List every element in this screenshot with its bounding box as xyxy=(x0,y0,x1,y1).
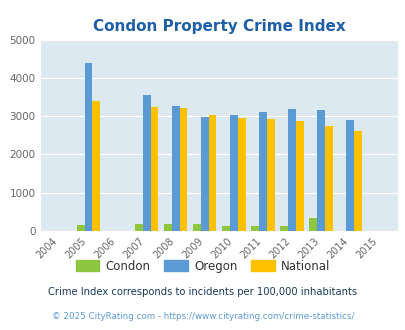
Bar xyxy=(308,218,316,231)
Bar xyxy=(222,226,229,231)
Bar xyxy=(192,224,200,231)
Bar xyxy=(345,120,353,231)
Text: © 2025 CityRating.com - https://www.cityrating.com/crime-statistics/: © 2025 CityRating.com - https://www.city… xyxy=(51,312,354,321)
Bar xyxy=(250,226,258,231)
Bar xyxy=(84,63,92,231)
Bar xyxy=(279,226,287,231)
Bar xyxy=(77,225,84,231)
Bar xyxy=(353,131,361,231)
Bar xyxy=(295,121,303,231)
Bar xyxy=(142,95,150,231)
Bar xyxy=(229,115,237,231)
Bar xyxy=(92,101,100,231)
Bar xyxy=(324,126,332,231)
Bar xyxy=(179,108,187,231)
Title: Condon Property Crime Index: Condon Property Crime Index xyxy=(93,19,345,34)
Bar xyxy=(171,106,179,231)
Bar xyxy=(208,115,216,231)
Bar xyxy=(164,224,171,231)
Bar xyxy=(237,118,245,231)
Bar xyxy=(287,109,295,231)
Text: Crime Index corresponds to incidents per 100,000 inhabitants: Crime Index corresponds to incidents per… xyxy=(48,287,357,297)
Bar xyxy=(134,224,142,231)
Bar xyxy=(266,119,274,231)
Bar xyxy=(258,112,266,231)
Bar xyxy=(200,117,208,231)
Legend: Condon, Oregon, National: Condon, Oregon, National xyxy=(71,255,334,278)
Bar xyxy=(150,107,158,231)
Bar xyxy=(316,110,324,231)
